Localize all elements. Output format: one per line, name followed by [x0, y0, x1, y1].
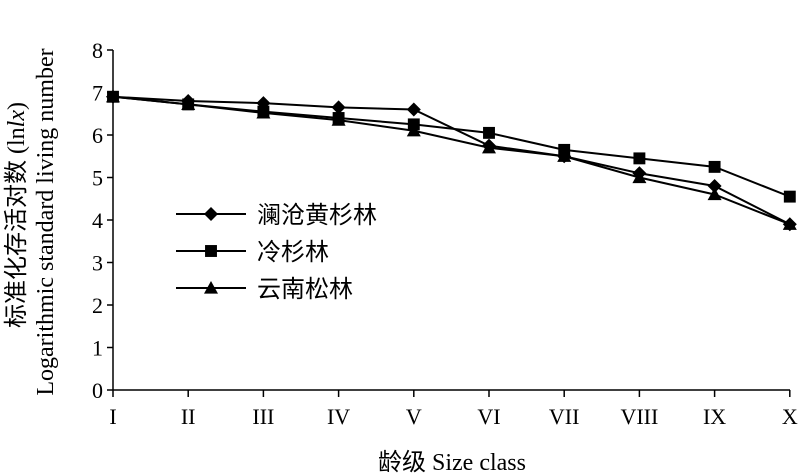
data-point [482, 140, 496, 154]
data-point [106, 89, 120, 103]
y-tick-label: 3 [92, 251, 103, 276]
x-tick-label: X [782, 404, 798, 429]
y-axis-title-en: Logarithmic standard living number [33, 48, 59, 395]
y-axis-title: 标准化存活对数 (lnlx) Logarithmic standard livin… [3, 48, 59, 395]
data-point [782, 217, 797, 230]
data-point [708, 160, 721, 173]
x-tick-label: V [406, 404, 422, 429]
legend-marker [204, 207, 218, 221]
series-triangle [106, 89, 797, 230]
data-point [331, 113, 346, 126]
y-tick-label: 8 [92, 38, 103, 63]
data-point [406, 102, 421, 117]
x-tick-label: VI [477, 404, 500, 429]
y-tick-label: 2 [92, 293, 103, 318]
data-point [406, 123, 421, 137]
data-point [707, 187, 722, 201]
x-tick-label: II [181, 404, 196, 429]
y-axis-title-cn: 标准化存活对数 (lnlx) [3, 102, 30, 328]
x-tick-label: III [252, 404, 274, 429]
data-point [331, 100, 346, 115]
data-point [557, 149, 572, 162]
legend-label: 澜沧黄杉林 [257, 201, 377, 229]
data-point [256, 105, 271, 119]
x-tick-label: IV [327, 404, 350, 429]
y-tick-label: 6 [92, 123, 103, 148]
series-line [112, 95, 791, 226]
legend-marker [205, 245, 217, 257]
data-point [483, 126, 495, 139]
legend-marker [204, 281, 218, 294]
y-tick-label: 1 [92, 336, 103, 361]
x-tick-label: IX [703, 404, 726, 429]
data-point [633, 152, 646, 165]
x-tick-label: I [109, 404, 116, 429]
series-line [112, 95, 791, 226]
data-point [632, 170, 647, 184]
legend-label: 冷杉林 [257, 238, 329, 266]
y-tick-label: 4 [92, 208, 103, 233]
series-lines [106, 89, 797, 232]
y-tick-label: 0 [92, 378, 103, 403]
legend-item: 澜沧黄杉林 [176, 201, 377, 229]
y-tick-label: 7 [92, 81, 103, 106]
x-tick-label: VIII [620, 404, 658, 429]
data-point [707, 179, 722, 193]
x-tick-label: VII [549, 404, 580, 429]
legend-item: 冷杉林 [176, 238, 329, 266]
data-point [783, 190, 796, 203]
legend-label: 云南松林 [257, 275, 353, 303]
data-point [181, 97, 196, 110]
legend-item: 云南松林 [176, 275, 353, 303]
x-axis-title: 龄级 Size class [378, 449, 526, 476]
y-tick-label: 5 [92, 166, 103, 191]
